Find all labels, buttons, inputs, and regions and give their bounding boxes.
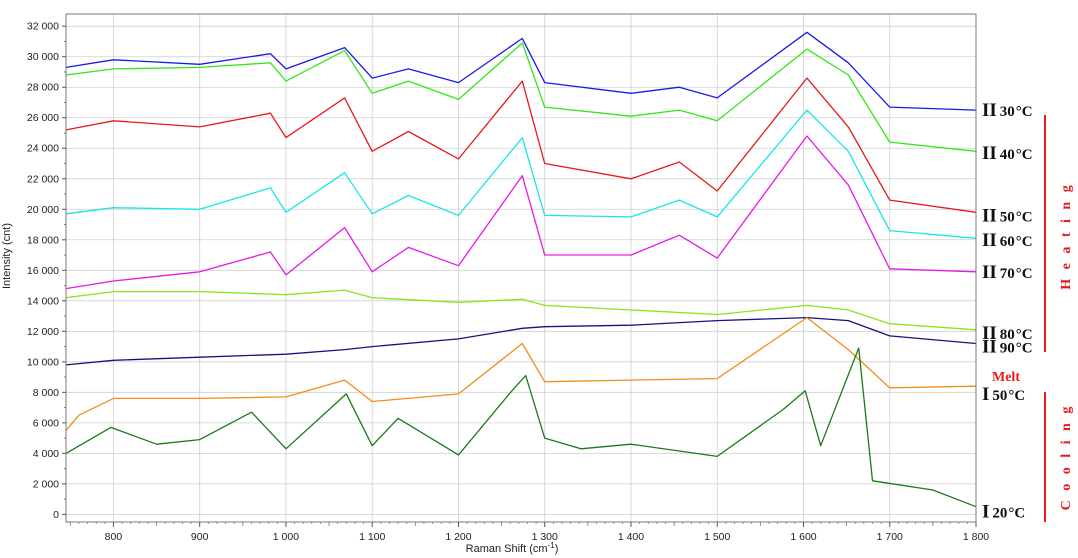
y-tick-label: 4 000 (33, 448, 59, 460)
heating-label: H e a t i n g (1059, 182, 1074, 289)
plot-frame (65, 13, 977, 523)
x-tick-label: 1 100 (359, 531, 385, 543)
series-layer (65, 31, 977, 508)
x-tick-label: 1 400 (618, 531, 644, 543)
plot-area (66, 14, 976, 522)
series-label: I 50°C (982, 384, 1025, 405)
x-tick-label: 1 200 (445, 531, 471, 543)
y-tick-label: 14 000 (27, 295, 59, 307)
series-line-ii-60 (65, 109, 977, 239)
x-tick-label: 1 000 (273, 531, 299, 543)
x-tick-label: 1 700 (877, 531, 903, 543)
melt-label: Melt (992, 370, 1020, 385)
series-label: II 50°C (982, 205, 1033, 226)
y-tick-label: 12 000 (27, 326, 59, 338)
series-label: II 90°C (982, 337, 1033, 358)
y-tick-label: 24 000 (27, 143, 59, 155)
x-tick-label: 800 (105, 531, 123, 543)
x-tick-label: 1 600 (790, 531, 816, 543)
y-tick-label: 10 000 (27, 356, 59, 368)
x-tick-label: 1 800 (963, 531, 989, 543)
series-label: II 40°C (982, 143, 1033, 164)
y-tick-label: 8 000 (33, 387, 59, 399)
y-tick-label: 28 000 (27, 82, 59, 94)
series-label: II 60°C (982, 230, 1033, 251)
series-line-ii-40 (65, 42, 977, 152)
y-axis-title: Intensity (cnt) (1, 223, 13, 289)
series-line-ii-80 (65, 289, 977, 331)
series-line-i-50 (65, 316, 977, 431)
heating-annotation: H e a t i n g (1044, 115, 1074, 352)
y-tick-label: 26 000 (27, 112, 59, 124)
series-line-ii-90 (65, 316, 977, 366)
series-line-i-20 (65, 347, 977, 508)
series-label: II 80°C (982, 323, 1033, 344)
x-axis-title: Raman Shift (cm-1) (466, 541, 559, 555)
y-tick-label: 0 (53, 509, 59, 521)
series-line-ii-50 (65, 77, 977, 213)
series-label: II 30°C (982, 100, 1033, 121)
series-line-ii-70 (65, 135, 977, 290)
y-tick-label: 22 000 (27, 173, 59, 185)
y-tick-label: 30 000 (27, 51, 59, 63)
cooling-annotation: C o o l i n g (1044, 392, 1074, 522)
series-line-ii-30 (65, 31, 977, 111)
axis-ticks: 0 2 000 4 000 6 000 8 000 10 000 12 000 14 000 1… (27, 21, 989, 543)
y-tick-label: 6 000 (33, 417, 59, 429)
series-label: II 70°C (982, 262, 1033, 283)
x-tick-label: 1 500 (704, 531, 730, 543)
y-tick-label: 32 000 (27, 21, 59, 33)
series-label: I 20°C (982, 501, 1025, 522)
y-tick-label: 2 000 (33, 478, 59, 490)
y-tick-label: 18 000 (27, 234, 59, 246)
x-tick-label: 900 (191, 531, 209, 543)
y-tick-label: 16 000 (27, 265, 59, 277)
series-labels: II 30°C II 40°C II 50°C II 60°C II 70°C II 80°CII 90… (982, 100, 1033, 522)
x-tick-label: 1 300 (532, 531, 558, 543)
cooling-label: C o o l i n g (1059, 404, 1074, 511)
y-tick-label: 20 000 (27, 204, 59, 216)
